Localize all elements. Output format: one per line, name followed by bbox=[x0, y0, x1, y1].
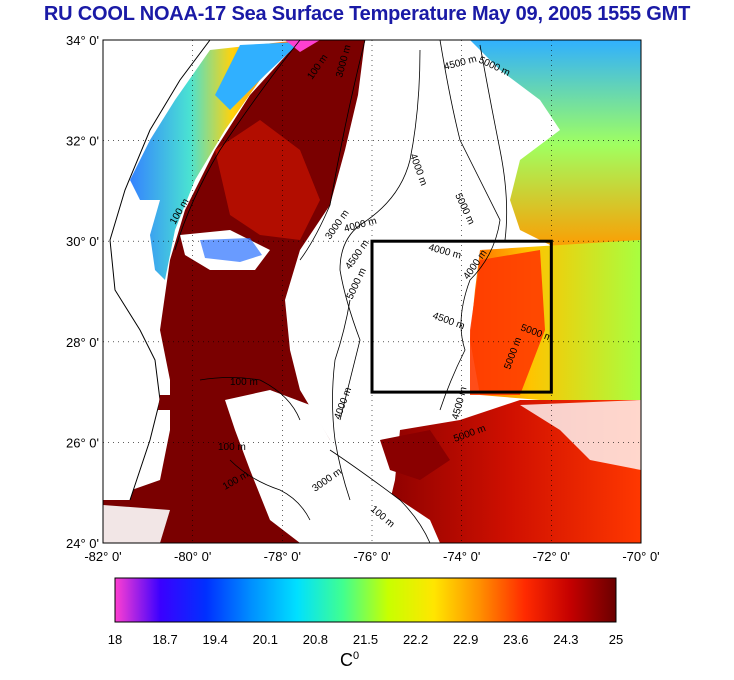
bahamas-banks bbox=[225, 390, 440, 543]
map-title: RU COOL NOAA-17 Sea Surface Temperature … bbox=[43, 3, 691, 25]
longitude-tick-label: -82° 0' bbox=[84, 549, 121, 564]
colorbar-tick-label: 21.5 bbox=[353, 632, 378, 647]
latitude-axis: 34° 0' 32° 0' 30° 0' 28° 0' 26° 0' 24° 0' bbox=[66, 33, 99, 551]
latitude-tick-label: 34° 0' bbox=[66, 33, 99, 48]
longitude-tick-label: -70° 0' bbox=[622, 549, 659, 564]
latitude-tick-label: 28° 0' bbox=[66, 335, 99, 350]
contour-label: 100 m bbox=[218, 442, 246, 453]
longitude-tick-label: -78° 0' bbox=[264, 549, 301, 564]
colorbar-gradient bbox=[114, 577, 617, 623]
colorbar-tick-label: 20.8 bbox=[303, 632, 328, 647]
longitude-tick-label: -76° 0' bbox=[353, 549, 390, 564]
longitude-tick-label: -72° 0' bbox=[533, 549, 570, 564]
colorbar-tick-label: 19.4 bbox=[203, 632, 228, 647]
colorbar-tick-label: 23.6 bbox=[503, 632, 528, 647]
latitude-tick-label: 32° 0' bbox=[66, 134, 99, 149]
longitude-tick-label: -80° 0' bbox=[174, 549, 211, 564]
latitude-tick-label: 26° 0' bbox=[66, 435, 99, 450]
unit-superscript: 0 bbox=[353, 650, 360, 662]
colorbar-tick-label: 20.1 bbox=[253, 632, 278, 647]
colorbar-ticks: 18 18.7 19.4 20.1 20.8 21.5 22.2 22.9 23.6 24.3 25 bbox=[108, 632, 623, 647]
colorbar-tick-label: 25 bbox=[609, 632, 623, 647]
longitude-axis: -82° 0' -80° 0' -78° 0' -76° 0' -74° 0' -72° … bbox=[84, 549, 659, 564]
northeast-waters bbox=[470, 40, 641, 250]
colorbar-tick-label: 18 bbox=[108, 632, 122, 647]
colorbar-unit: C0 bbox=[340, 650, 359, 671]
florida-land bbox=[103, 40, 210, 500]
colorbar-tick-label: 22.9 bbox=[453, 632, 478, 647]
colorbar-tick-label: 18.7 bbox=[152, 632, 177, 647]
colorbar: 18 18.7 19.4 20.1 20.8 21.5 22.2 22.9 23.6 24.3 25 bbox=[108, 577, 623, 647]
colorbar-tick-label: 24.3 bbox=[553, 632, 578, 647]
unit-label: C bbox=[340, 650, 353, 670]
latitude-tick-label: 24° 0' bbox=[66, 536, 99, 551]
contour-label: 100 m bbox=[230, 377, 258, 388]
colorbar-tick-label: 22.2 bbox=[403, 632, 428, 647]
shelf-waters bbox=[130, 40, 300, 280]
bathymetry-contours bbox=[174, 39, 508, 544]
longitude-tick-label: -74° 0' bbox=[443, 549, 480, 564]
map-frame bbox=[102, 39, 642, 544]
latitude-tick-label: 30° 0' bbox=[66, 234, 99, 249]
study-area-box bbox=[370, 239, 553, 394]
